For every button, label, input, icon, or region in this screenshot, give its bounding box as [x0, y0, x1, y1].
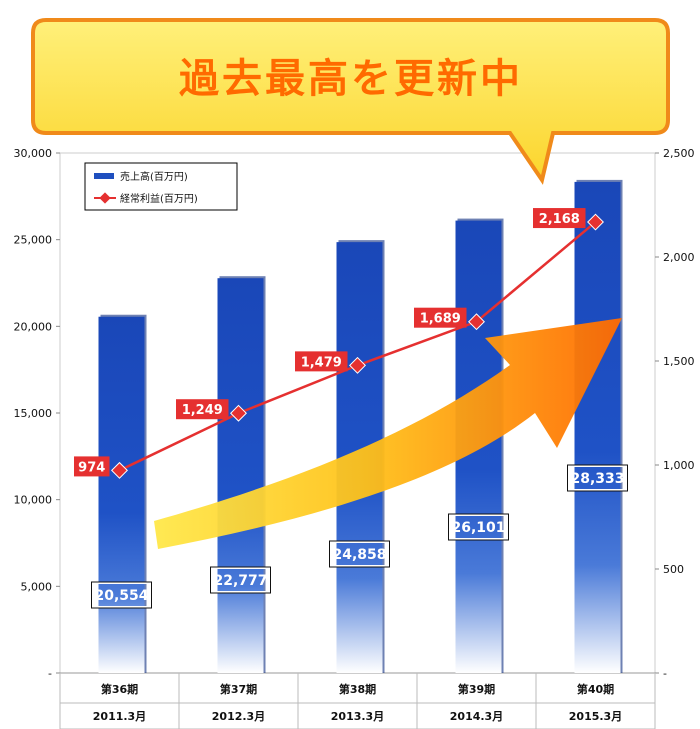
sales-label: 22,777 — [213, 573, 267, 589]
sales-label-outline — [567, 464, 628, 492]
category-label: 第36期 — [101, 682, 138, 696]
legend-sales-label: 売上高(百万円) — [120, 170, 188, 183]
category-label: 第39期 — [458, 682, 495, 696]
profit-line — [111, 213, 604, 479]
profit-label-box — [74, 456, 110, 477]
profit-marker — [468, 313, 485, 331]
sales-bar — [217, 278, 264, 673]
category-sublabel: 2011.3月 — [93, 710, 146, 723]
banner-title: 過去最高を更新中 — [179, 56, 523, 102]
profit-label: 974 — [78, 460, 105, 475]
category-sublabel: 2015.3月 — [569, 710, 622, 723]
growth-arrow — [154, 318, 622, 549]
left-tick-label: 15,000 — [14, 407, 53, 420]
right-tick-label: 1,000 — [663, 459, 695, 472]
profit-marker — [230, 404, 247, 422]
sales-label-box — [567, 465, 628, 491]
right-tick-label: 1,500 — [663, 355, 695, 368]
sales-bar — [574, 181, 621, 674]
profit-label-box — [176, 399, 229, 420]
profit-label: 1,479 — [301, 355, 342, 370]
sales-label-box — [329, 541, 390, 567]
category-label: 第40期 — [577, 682, 614, 696]
profit-label: 2,168 — [539, 212, 580, 227]
sales-label-outline — [448, 513, 509, 541]
profit-marker — [587, 213, 604, 231]
right-tick-label: 2,000 — [663, 251, 695, 264]
right-tick-label: - — [663, 667, 667, 680]
profit-marker — [349, 356, 366, 374]
category-label: 第38期 — [339, 682, 376, 696]
right-axis: - 500 1,000 1,500 2,000 2,500 — [655, 147, 695, 680]
sales-label: 24,858 — [332, 547, 386, 563]
sales-bar — [98, 316, 145, 673]
sales-label: 20,554 — [94, 588, 148, 604]
category-axis: 第36期 2011.3月 第37期 2012.3月 第38期 2013.3月 第39期 201… — [59, 673, 656, 729]
category-sublabel: 2012.3月 — [212, 710, 265, 723]
legend: 売上高(百万円) 経常利益(百万円) — [84, 162, 238, 211]
banner-bubble — [31, 18, 670, 185]
left-tick-label: 20,000 — [14, 320, 53, 333]
profit-label-box — [414, 307, 467, 328]
profit-label-box — [295, 351, 348, 372]
sales-label-box — [210, 567, 271, 593]
sales-label-outline — [91, 581, 152, 609]
profit-data-labels: 974 1,249 1,479 1,689 2,168 — [74, 208, 586, 477]
sales-label-box — [91, 582, 152, 608]
left-tick-label: 25,000 — [14, 234, 53, 247]
left-tick-label: 30,000 — [14, 147, 53, 160]
legend-profit-label: 経常利益(百万円) — [120, 192, 198, 205]
sales-data-labels: 20,554 22,777 24,858 26,101 28,333 — [91, 464, 628, 609]
profit-label: 1,689 — [420, 312, 461, 327]
left-tick-label: 5,000 — [21, 580, 53, 593]
right-tick-label: 500 — [663, 563, 684, 576]
sales-label-outline — [210, 566, 271, 594]
headline-banner: 過去最高を更新中 — [31, 18, 670, 185]
profit-label: 1,249 — [182, 403, 223, 418]
left-tick-label: 10,000 — [14, 494, 53, 507]
profit-marker — [111, 461, 128, 479]
category-sublabel: 2014.3月 — [450, 710, 503, 723]
sales-label-outline — [329, 540, 390, 568]
legend-bar-swatch — [94, 173, 114, 179]
profit-label-box — [533, 208, 586, 229]
left-tick-label: - — [48, 667, 52, 680]
category-label: 第37期 — [220, 682, 257, 696]
left-axis: - 5,000 10,000 15,000 20,000 25,000 30,000 — [14, 147, 60, 680]
sales-label: 28,333 — [570, 471, 624, 487]
sales-label-box — [448, 514, 509, 540]
sales-label: 26,101 — [451, 520, 505, 536]
right-tick-label: 2,500 — [663, 147, 695, 160]
category-sublabel: 2013.3月 — [331, 710, 384, 723]
